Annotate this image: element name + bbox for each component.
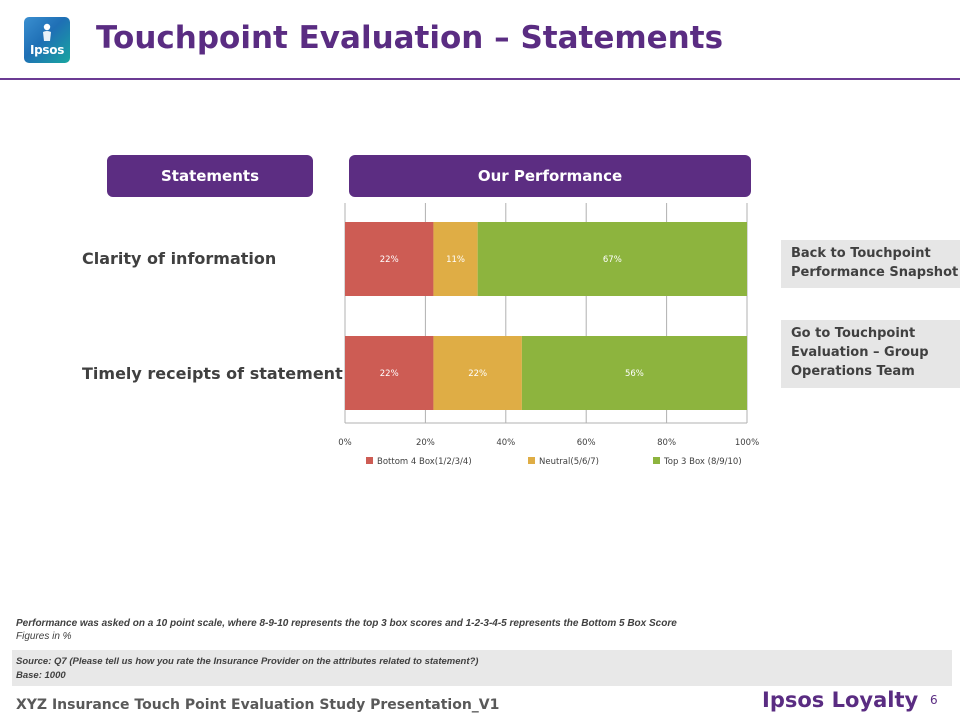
statements-column-header: Statements [107,155,313,197]
data-label: 22% [468,369,487,379]
legend-label: Neutral(5/6/7) [539,457,599,467]
page-title: Touchpoint Evaluation – Statements [96,20,724,56]
x-tick-label: 40% [496,438,515,448]
figures-note: Figures in % [16,631,72,642]
source-box [12,650,952,686]
performance-column-header: Our Performance [349,155,751,197]
x-tick-label: 0% [338,438,352,448]
legend-label: Top 3 Box (8/9/10) [663,457,742,467]
bar-segment [521,336,747,410]
x-tick-label: 60% [577,438,596,448]
row-label-clarity: Clarity of information [82,249,277,268]
stacked-bar-chart: 0% 20% 40% 60% 80% 100% 22% 11% 67% 22% 22% 56% Bott… [338,203,759,467]
bar-segment [433,222,478,296]
data-label: 11% [446,255,465,265]
bar-segment [433,336,522,410]
scale-note: Performance was asked on a 10 point scal… [16,618,677,629]
data-label: 56% [625,369,644,379]
legend-swatch [366,457,373,464]
logo-text: Ipsos [29,43,65,57]
page-number: 6 [930,693,938,707]
legend-swatch [528,457,535,464]
back-to-snapshot-button[interactable]: Back to Touchpoint Performance Snapshot [781,240,960,288]
base-text: Base: 1000 [16,670,66,681]
bar-segment [477,222,747,296]
ipsos-logo: Ipsos [24,17,70,63]
data-label: 22% [380,369,399,379]
x-tick-label: 80% [657,438,676,448]
footer-brand: Ipsos Loyalty [762,688,919,712]
x-tick-label: 20% [416,438,435,448]
legend-label: Bottom 4 Box(1/2/3/4) [377,457,472,467]
source-text: Source: Q7 (Please tell us how you rate … [16,656,479,667]
footer-study-title: XYZ Insurance Touch Point Evaluation Stu… [16,697,500,713]
go-to-group-operations-button[interactable]: Go to Touchpoint Evaluation – Group Oper… [781,320,960,388]
bar-segment [345,336,434,410]
title-divider [0,78,960,80]
x-tick-label: 100% [735,438,759,448]
logo-mark-icon [43,23,51,41]
bar-segment [345,222,434,296]
data-label: 22% [380,255,399,265]
data-label: 67% [603,255,622,265]
legend-swatch [653,457,660,464]
row-label-timely: Timely receipts of statement [82,364,343,383]
